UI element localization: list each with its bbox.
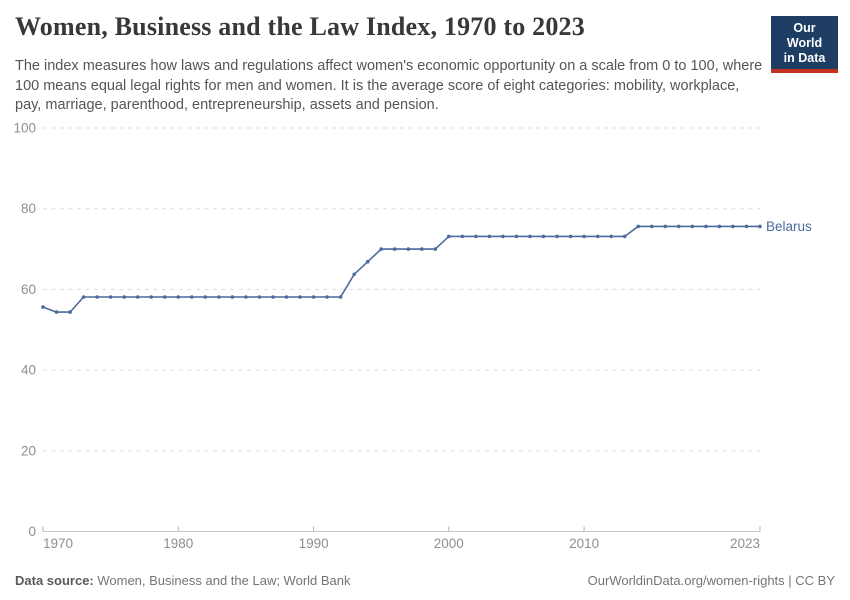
y-tick-label: 40 <box>21 363 36 378</box>
data-point <box>433 247 438 251</box>
chart-footer: Data source: Women, Business and the Law… <box>15 573 835 588</box>
data-point <box>311 295 316 299</box>
data-point <box>203 295 208 299</box>
data-point <box>744 224 749 229</box>
data-point <box>392 247 397 251</box>
data-point <box>650 224 654 229</box>
data-point <box>501 234 505 239</box>
data-source: Data source: Women, Business and the Law… <box>15 573 351 588</box>
data-point <box>271 295 275 299</box>
data-point <box>163 295 167 299</box>
data-point <box>420 247 424 251</box>
x-tick-label: 1980 <box>163 536 193 551</box>
data-point <box>555 234 559 239</box>
data-point <box>677 224 681 229</box>
data-point <box>582 234 586 239</box>
x-tick-label: 1990 <box>299 536 329 551</box>
x-tick-label: 2010 <box>569 536 599 551</box>
owid-logo: Our World in Data <box>771 16 838 73</box>
y-tick-label: 20 <box>21 443 36 458</box>
series-label: Belarus <box>766 219 812 234</box>
data-point <box>447 234 451 239</box>
data-point <box>690 224 695 229</box>
data-point <box>636 224 640 229</box>
y-tick-label: 0 <box>28 524 36 539</box>
data-point <box>95 295 99 299</box>
data-point <box>487 234 492 239</box>
data-point <box>514 234 519 239</box>
data-point <box>298 295 302 299</box>
data-source-value: Women, Business and the Law; World Bank <box>93 573 351 588</box>
data-point <box>717 224 722 229</box>
data-point <box>230 295 235 299</box>
series-line <box>42 225 760 313</box>
y-tick-label: 100 <box>13 121 36 136</box>
data-point <box>244 295 248 299</box>
data-source-label: Data source: <box>15 573 94 588</box>
data-point <box>81 295 86 299</box>
chart-subtitle: The index measures how laws and regulati… <box>15 58 763 113</box>
data-point <box>474 234 478 239</box>
data-point <box>622 234 627 239</box>
data-point <box>379 247 384 251</box>
data-point <box>541 234 546 239</box>
data-point <box>325 295 329 299</box>
x-tick-label: 2023 <box>730 536 760 551</box>
data-point <box>68 310 72 314</box>
data-point <box>122 295 126 299</box>
x-tick-label: 2000 <box>434 536 464 551</box>
data-point <box>257 295 262 299</box>
data-point <box>731 224 735 229</box>
owid-logo-line1: Our World <box>786 21 823 50</box>
y-tick-label: 80 <box>21 201 36 216</box>
data-point <box>595 234 600 239</box>
data-point <box>190 295 194 299</box>
data-point <box>149 295 153 299</box>
owid-logo-line2: in Data <box>783 51 826 65</box>
data-point <box>609 234 613 239</box>
data-point <box>758 224 762 229</box>
data-point <box>663 224 668 229</box>
data-point <box>568 234 573 239</box>
data-point <box>176 295 181 299</box>
data-point <box>54 310 59 314</box>
owid-link: OurWorldinData.org/women-rights | CC BY <box>587 573 835 588</box>
data-point <box>528 234 532 239</box>
data-point <box>284 295 289 299</box>
data-point <box>135 295 140 299</box>
data-point <box>108 295 113 299</box>
data-point <box>406 247 411 251</box>
x-tick-label: 1970 <box>43 536 73 551</box>
data-point <box>41 305 45 309</box>
data-point <box>352 272 357 277</box>
data-point <box>365 259 370 264</box>
data-point <box>338 295 343 299</box>
data-point <box>217 295 221 299</box>
data-point <box>460 234 465 239</box>
y-tick-label: 60 <box>21 282 36 297</box>
data-point <box>704 224 708 229</box>
page-title: Women, Business and the Law Index, 1970 … <box>15 12 585 41</box>
